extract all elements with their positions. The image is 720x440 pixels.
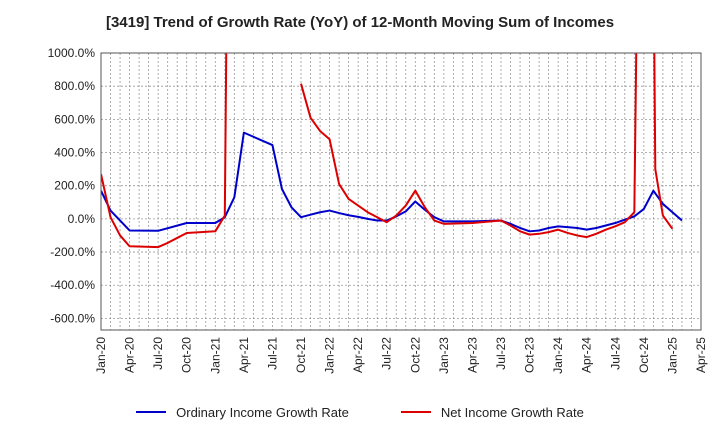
x-tick-label: Jan-20 [94, 337, 108, 374]
y-tick-label: 400.0% [54, 146, 95, 160]
x-tick-label: Jan-22 [323, 337, 337, 374]
y-tick-label: 200.0% [54, 179, 95, 193]
legend-swatch-ordinary [136, 411, 167, 413]
y-tick-label: -400.0% [50, 278, 95, 292]
plot-border [100, 52, 702, 331]
series-line-net [653, 53, 674, 230]
x-tick-label: Jul-22 [380, 337, 394, 370]
legend-swatch-net [400, 411, 431, 413]
x-tick-label: Jul-20 [151, 337, 165, 370]
y-tick-label: 0.0% [68, 212, 96, 226]
y-tick-label: 1000.0% [48, 46, 96, 60]
legend-item-net: Net Income Growth Rate [400, 402, 584, 422]
y-tick-label: -200.0% [50, 245, 95, 259]
series-line-ordinary [101, 131, 683, 233]
x-tick-label: Apr-21 [237, 337, 251, 373]
legend: Ordinary Income Growth Rate Net Income G… [0, 402, 720, 422]
x-tick-label: Oct-20 [180, 337, 194, 373]
x-tick-label: Apr-22 [351, 337, 365, 373]
x-tick-label: Apr-24 [580, 337, 594, 373]
x-tick-label: Jan-24 [551, 337, 565, 374]
series-line-net [300, 53, 638, 239]
x-tick-label: Jul-23 [494, 337, 508, 370]
x-tick-label: Jul-21 [265, 337, 279, 370]
x-tick-label: Jan-25 [665, 337, 679, 374]
y-tick-label: -600.0% [50, 311, 95, 325]
x-tick-label: Jan-21 [208, 337, 222, 374]
x-tick-label: Jan-23 [437, 337, 451, 374]
y-tick-label: 600.0% [54, 112, 95, 126]
legend-item-ordinary: Ordinary Income Growth Rate [136, 402, 349, 422]
x-tick-label: Jul-24 [608, 337, 622, 370]
x-tick-label: Apr-23 [465, 337, 479, 373]
x-tick-label: Oct-21 [294, 337, 308, 373]
x-tick-label: Oct-22 [408, 337, 422, 373]
y-tick-label: 800.0% [54, 79, 95, 93]
plot-background [101, 53, 701, 330]
x-tick-label: Apr-20 [123, 337, 137, 373]
legend-label-net: Net Income Growth Rate [440, 404, 584, 420]
x-tick-label: Oct-24 [637, 337, 651, 373]
x-tick-label: Apr-25 [694, 337, 708, 373]
series-line-net [101, 53, 228, 249]
chart-title: [3419] Trend of Growth Rate (YoY) of 12-… [105, 14, 615, 31]
x-tick-label: Oct-23 [523, 337, 537, 373]
legend-label-ordinary: Ordinary Income Growth Rate [176, 404, 349, 420]
